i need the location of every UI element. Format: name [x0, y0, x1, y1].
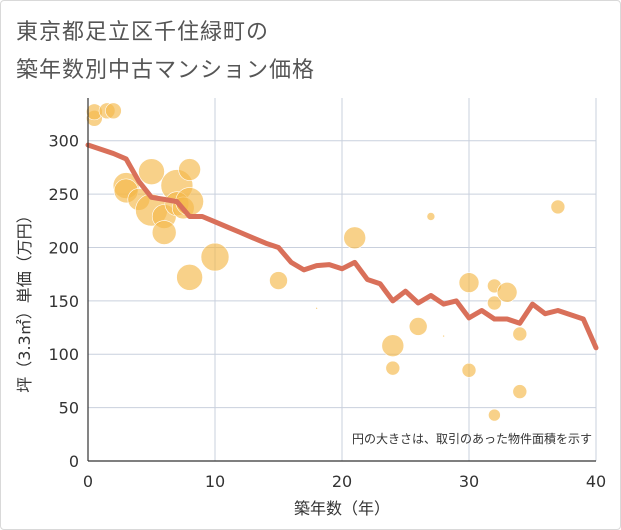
axes [87, 98, 596, 462]
data-point-25 [442, 334, 445, 338]
y-axis-label: 坪（3.3㎡）単価（万円） [15, 207, 34, 392]
y-tick-100: 100 [48, 345, 79, 364]
y-tick-300: 300 [48, 132, 79, 151]
data-point-33 [512, 384, 528, 399]
x-tick-labels: 0 10 20 30 40 [83, 472, 606, 491]
y-tick-50: 50 [59, 399, 79, 418]
data-point-27 [461, 362, 477, 378]
data-point-21 [381, 334, 405, 357]
bubble-series [86, 102, 566, 422]
y-tick-labels: 0 50 100 150 200 250 300 [48, 132, 79, 471]
data-point-34 [550, 199, 566, 215]
y-tick-200: 200 [48, 238, 79, 257]
y-tick-250: 250 [48, 185, 79, 204]
data-point-14 [178, 158, 201, 181]
data-point-16 [176, 264, 203, 291]
data-point-31 [496, 282, 518, 303]
data-point-19 [315, 307, 318, 310]
data-point-7 [138, 158, 165, 185]
data-point-29 [487, 295, 502, 311]
x-tick-30: 30 [459, 472, 479, 491]
data-point-3 [105, 102, 122, 120]
y-tick-0: 0 [69, 452, 79, 471]
x-tick-20: 20 [332, 472, 352, 491]
data-point-10 [151, 220, 177, 245]
data-point-18 [269, 271, 288, 290]
data-point-20 [343, 226, 367, 250]
data-point-26 [458, 272, 480, 294]
data-point-24 [426, 212, 436, 221]
data-point-17 [200, 242, 230, 272]
chart-title-line2: 築年数別中古マンション価格 [16, 58, 316, 83]
trend-line [85, 142, 599, 351]
data-point-32 [512, 326, 528, 342]
x-tick-10: 10 [205, 472, 225, 491]
data-point-23 [408, 317, 428, 336]
data-point-30 [488, 408, 501, 422]
chart-title-line1: 東京都足立区千住緑町の [16, 20, 270, 45]
size-legend-note: 円の大きさは、取引のあった物件面積を示す [352, 431, 592, 446]
x-tick-0: 0 [83, 472, 93, 491]
grid-lines [88, 98, 597, 461]
x-axis-label: 築年数（年） [294, 499, 390, 518]
x-tick-40: 40 [586, 472, 606, 491]
data-point-22 [385, 360, 401, 376]
y-tick-150: 150 [48, 292, 79, 311]
